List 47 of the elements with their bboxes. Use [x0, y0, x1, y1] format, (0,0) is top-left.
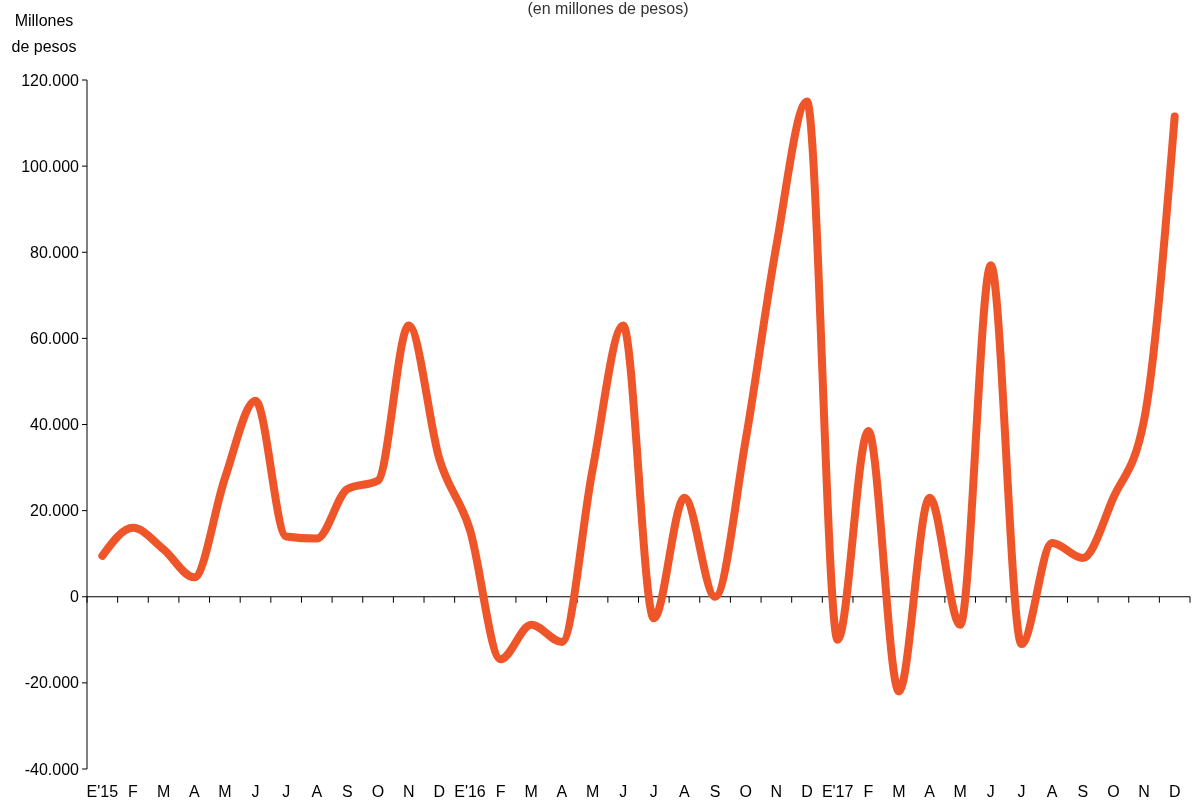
x-tick-label: M: [156, 783, 171, 800]
x-tick-label: A: [556, 783, 568, 800]
x-tick-label: J: [619, 783, 628, 800]
x-tick-label: M: [892, 783, 906, 800]
x-tick-label: J: [986, 783, 995, 800]
y-tick-label: 80.000: [30, 243, 80, 261]
chart-subtitle: (en millones de pesos): [527, 0, 689, 17]
x-tick-label: N: [770, 783, 783, 800]
x-tick-label: D: [1168, 783, 1181, 800]
y-tick-label: -20.000: [24, 674, 80, 692]
x-tick-label: A: [311, 783, 323, 800]
x-tick-label: A: [679, 783, 691, 800]
x-tick-label: M: [953, 783, 967, 800]
y-tick-label: 60.000: [30, 329, 80, 347]
x-tick-label: J: [251, 783, 260, 800]
x-tick-label: M: [524, 783, 538, 800]
x-tick-label: E'17: [821, 783, 854, 800]
y-tick-label: 120.000: [21, 71, 80, 89]
y-tick-label: 100.000: [21, 157, 80, 175]
x-tick-label: J: [1017, 783, 1026, 800]
x-tick-label: A: [924, 783, 936, 800]
x-tick-label: D: [433, 783, 446, 800]
x-tick-label: S: [709, 783, 721, 800]
x-tick-label: J: [649, 783, 658, 800]
y-axis-title: Millones de pesos: [11, 12, 77, 55]
x-tick-label: S: [342, 783, 353, 800]
x-tick-label: A: [188, 783, 200, 800]
y-tick-label: -40.000: [24, 760, 80, 778]
x-tick-label: F: [863, 783, 874, 800]
x-tick-label: D: [801, 783, 813, 800]
y-tick-label: 20.000: [30, 502, 80, 520]
y-tick-label: 0: [70, 588, 80, 606]
x-tick-label: O: [371, 783, 385, 800]
x-tick-label: S: [1077, 783, 1089, 800]
x-tick-label: N: [402, 783, 415, 800]
x-tick-label: E'16: [454, 783, 486, 800]
x-tick-label: M: [218, 783, 232, 800]
x-tick-label: O: [1107, 783, 1120, 800]
x-tick-label: F: [495, 783, 506, 800]
x-tick-label: N: [1138, 783, 1150, 800]
x-tick-label: M: [585, 783, 600, 800]
x-tick-label: E'15: [86, 783, 119, 800]
x-tick-label: O: [739, 783, 752, 800]
x-tick-label: F: [128, 783, 139, 800]
x-tick-label: J: [282, 783, 291, 800]
y-tick-label: 40.000: [30, 416, 80, 434]
x-tick-label: A: [1046, 783, 1058, 800]
